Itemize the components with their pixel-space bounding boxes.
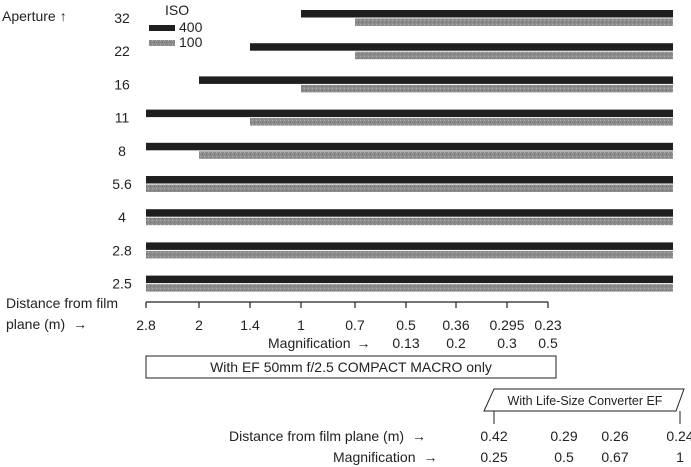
bar-iso-100 [146, 250, 673, 259]
distance-tick-label: 0.7 [345, 317, 365, 333]
distance-tick-labels: 2.8 2 1.4 1 0.7 0.5 0.36 0.295 0.23 [136, 317, 562, 333]
converter-distance-label: Distance from film plane (m) → [229, 428, 426, 444]
bar-iso-400 [199, 76, 673, 84]
aperture-label: 32 [114, 10, 130, 26]
bar-iso-100 [146, 217, 673, 226]
legend-label-100: 100 [179, 34, 203, 50]
magnification-tick-label: 0.3 [497, 335, 517, 351]
converter-magnification-ticks: 0.25 0.5 0.67 1 [480, 449, 684, 465]
converter-distance-ticks: 0.42 0.29 0.26 0.24 [480, 428, 691, 444]
bar-iso-400 [146, 176, 673, 184]
bar-iso-100 [355, 18, 673, 26]
legend-title: ISO [165, 2, 189, 18]
bar-iso-100 [250, 118, 673, 126]
distance-tick-label: 2 [195, 317, 203, 333]
distance-tick-label: 2.8 [136, 317, 156, 333]
aperture-label: 8 [118, 143, 126, 159]
magnification-tick-label: 0.2 [446, 335, 466, 351]
legend-label-400: 400 [179, 19, 203, 35]
aperture-tick-labels: 32 22 16 11 8 5.6 4 2.8 2.5 [112, 10, 132, 292]
bars [146, 10, 673, 292]
aperture-label: 5.6 [112, 176, 132, 192]
distance-tick-label: 0.5 [396, 317, 416, 333]
bar-iso-400 [250, 43, 673, 51]
x-axis-ticks [145, 302, 549, 308]
bar-iso-100 [199, 151, 673, 159]
bar-iso-100 [146, 184, 673, 192]
converter-magnification-tick-label: 0.25 [480, 449, 507, 465]
bar-iso-100 [355, 51, 673, 60]
magnification-tick-labels: 0.13 0.2 0.3 0.5 [392, 335, 558, 351]
bar-iso-100 [301, 84, 673, 93]
bar-iso-400 [146, 275, 673, 284]
converter-box-label: With Life-Size Converter EF [508, 394, 663, 408]
bar-iso-400 [146, 209, 673, 217]
note-box-label: With EF 50mm f/2.5 COMPACT MACRO only [210, 359, 492, 375]
x-axis-title-line2: plane (m) → [6, 316, 87, 332]
x-axis-title-line1: Distance from film [6, 295, 118, 311]
aperture-label: 4 [118, 209, 126, 225]
converter-distance-tick-label: 0.42 [480, 428, 507, 444]
converter-distance-tick-label: 0.24 [666, 428, 691, 444]
distance-tick-label: 0.295 [489, 317, 524, 333]
magnification-label: Magnification → [268, 335, 371, 351]
bar-iso-400 [146, 242, 673, 250]
distance-tick-label: 1 [297, 317, 305, 333]
distance-tick-label: 1.4 [240, 317, 260, 333]
converter-magnification-label: Magnification → [333, 449, 438, 465]
bar-iso-400 [146, 142, 673, 151]
aperture-label: 2.8 [112, 242, 132, 258]
converter-distance-tick-label: 0.29 [550, 428, 577, 444]
y-axis-title: Aperture ↑ [2, 8, 67, 24]
converter-box [483, 388, 685, 412]
bar-iso-400 [301, 10, 673, 18]
bar-iso-100 [146, 284, 673, 292]
magnification-tick-label: 0.5 [538, 335, 558, 351]
legend-swatch-100 [149, 40, 175, 46]
aperture-label: 16 [114, 76, 130, 92]
legend: ISO 400 100 [149, 2, 203, 50]
converter-magnification-tick-label: 1 [676, 449, 684, 465]
aperture-label: 22 [114, 43, 130, 59]
note-box [145, 355, 557, 379]
converter-distance-tick-label: 0.26 [601, 428, 628, 444]
distance-tick-label: 0.36 [442, 317, 469, 333]
converter-magnification-tick-label: 0.67 [601, 449, 628, 465]
distance-tick-label: 0.23 [534, 317, 561, 333]
magnification-tick-label: 0.13 [392, 335, 419, 351]
converter-magnification-tick-label: 0.5 [554, 449, 574, 465]
aperture-label: 2.5 [112, 276, 132, 292]
aperture-label: 11 [115, 110, 130, 126]
legend-swatch-400 [149, 25, 175, 31]
bar-iso-400 [146, 109, 673, 118]
